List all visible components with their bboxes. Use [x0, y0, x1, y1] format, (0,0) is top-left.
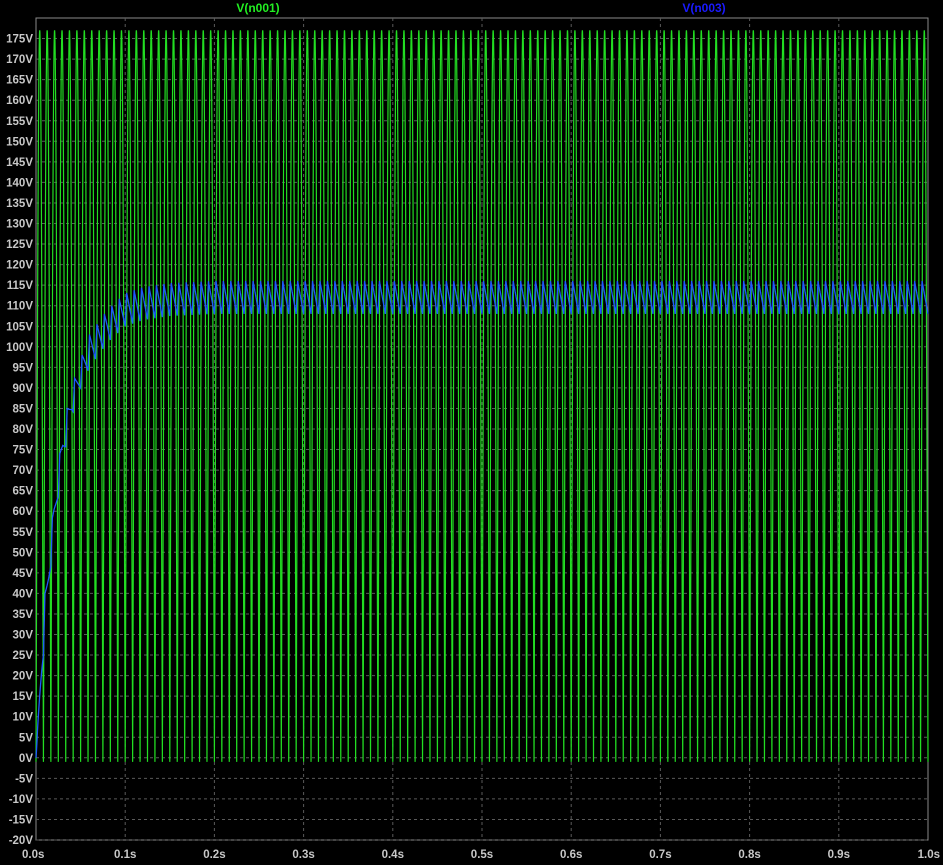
y-tick-label: 75V	[13, 445, 34, 457]
y-tick-label: 20V	[13, 671, 34, 683]
trace-legend: V(n001) V(n003)	[236, 1, 725, 15]
series-v-n001	[35, 30, 929, 762]
x-tick-label: 0.3s	[292, 849, 314, 861]
x-tick-label: 0.8s	[738, 849, 760, 861]
y-tick-label: 120V	[6, 260, 33, 272]
x-axis-ticks: 0.0s 0.1s 0.2s 0.3s 0.4s 0.5s 0.6s 0.7s 0.8s 0.9s…	[22, 849, 940, 861]
y-tick-label: 45V	[13, 568, 34, 580]
y-tick-label: 40V	[13, 588, 34, 600]
y-tick-label: 130V	[6, 219, 33, 231]
y-tick-label: -10V	[9, 794, 34, 806]
y-tick-label: -15V	[9, 814, 34, 826]
x-tick-label: 0.1s	[114, 849, 136, 861]
x-tick-label: 0.4s	[382, 849, 404, 861]
x-tick-label: 0.0s	[22, 849, 44, 861]
series-line-v-n003	[35, 280, 929, 758]
y-tick-label: 160V	[6, 95, 33, 107]
y-tick-label: 5V	[19, 732, 33, 744]
y-tick-label: 0V	[19, 753, 33, 765]
y-tick-label: 15V	[13, 691, 34, 703]
x-tick-label: 0.6s	[560, 849, 582, 861]
y-tick-label: 10V	[13, 712, 34, 724]
y-tick-label: 175V	[6, 34, 33, 46]
y-tick-label: 90V	[13, 383, 34, 395]
y-tick-label: 170V	[6, 54, 33, 66]
y-tick-label: 155V	[6, 116, 33, 128]
y-tick-label: 50V	[13, 547, 34, 559]
y-tick-label: 35V	[13, 609, 34, 621]
y-tick-label: 140V	[6, 177, 33, 189]
y-tick-label: 95V	[13, 362, 34, 374]
y-tick-label: 85V	[13, 403, 34, 415]
x-tick-label: 0.9s	[828, 849, 850, 861]
series-v-n003	[35, 280, 929, 758]
y-tick-label: 25V	[13, 650, 34, 662]
x-tick-label: 0.2s	[203, 849, 225, 861]
y-tick-label: 30V	[13, 630, 34, 642]
trace-label-v-n003: V(n003)	[682, 1, 725, 15]
y-tick-label: 60V	[13, 506, 34, 518]
y-tick-label: 115V	[7, 280, 34, 292]
y-tick-label: 105V	[6, 321, 33, 333]
trace-label-v-n001: V(n001)	[236, 1, 279, 15]
y-tick-label: -5V	[15, 773, 33, 785]
y-tick-label: 135V	[6, 198, 33, 210]
y-tick-label: 125V	[6, 239, 33, 251]
y-tick-label: 165V	[6, 75, 33, 87]
y-tick-label: 55V	[13, 527, 34, 539]
series-line-v-n001	[35, 30, 929, 762]
y-tick-label: 65V	[13, 486, 34, 498]
x-tick-label: 1.0s	[918, 849, 940, 861]
y-tick-label: 145V	[6, 157, 33, 169]
y-tick-label: 150V	[6, 136, 33, 148]
y-tick-label: 110V	[7, 301, 34, 313]
y-tick-label: 80V	[13, 424, 34, 436]
x-tick-label: 0.5s	[471, 849, 493, 861]
y-tick-label: 70V	[13, 465, 34, 477]
y-tick-label: -20V	[9, 835, 34, 847]
y-axis-ticks: 175V 170V 165V 160V 155V 150V 145V 140V 135V 130V…	[6, 34, 33, 847]
x-tick-label: 0.7s	[649, 849, 671, 861]
y-tick-label: 100V	[6, 342, 33, 354]
